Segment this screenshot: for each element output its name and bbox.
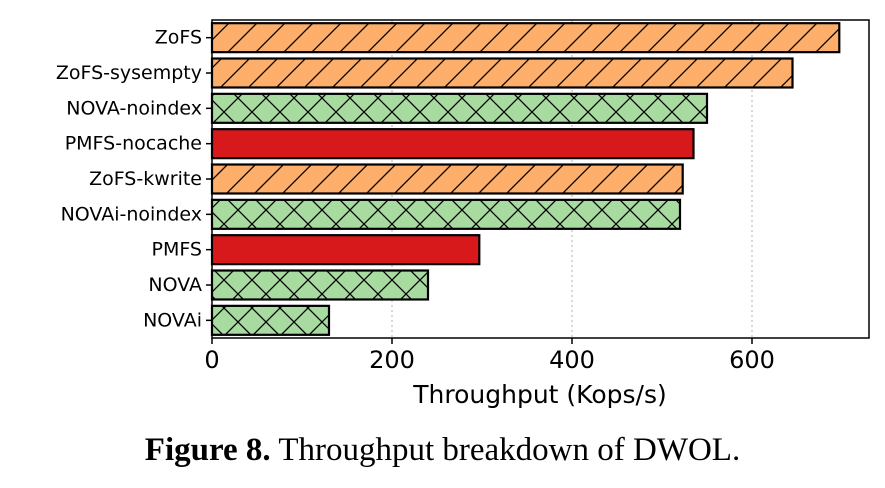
x-tick-label: 400 xyxy=(549,346,595,374)
bar-novai-noindex xyxy=(210,198,682,230)
y-tick-label: NOVAi-noindex xyxy=(61,203,202,225)
y-tick-label: ZoFS-sysempty xyxy=(56,62,202,84)
y-axis: ZoFS ZoFS-sysempty NOVA-noindex PMFS-nocach… xyxy=(56,27,212,331)
bar-pmfs-nocache xyxy=(210,128,695,160)
bar-pmfs xyxy=(210,234,481,266)
bar-zofs-sysempty xyxy=(210,57,794,89)
y-tick-label: PMFS-nocache xyxy=(65,133,202,155)
x-axis: 0 200 400 600 xyxy=(204,338,775,374)
bars xyxy=(210,22,841,336)
y-tick-label: PMFS xyxy=(151,239,202,261)
caption-text: Throughput breakdown of DWOL. xyxy=(270,432,741,468)
figure-caption: Figure 8. Throughput breakdown of DWOL. xyxy=(0,432,885,469)
x-tick-label: 600 xyxy=(729,346,775,374)
bar-zofs-kwrite xyxy=(210,163,684,195)
y-tick-label: ZoFS xyxy=(155,27,202,49)
y-tick-label: NOVA-noindex xyxy=(66,97,202,119)
caption-label: Figure 8. xyxy=(144,432,271,468)
x-axis-label: Throughput (Kops/s) xyxy=(412,380,666,409)
bar-zofs xyxy=(210,22,841,54)
y-tick-label: NOVAi xyxy=(143,309,202,331)
bar-chart: ZoFS ZoFS-sysempty NOVA-noindex PMFS-nocach… xyxy=(56,19,870,409)
y-tick-label: ZoFS-kwrite xyxy=(89,168,202,190)
bar-nova-noindex xyxy=(210,92,709,124)
x-tick-label: 0 xyxy=(204,346,219,374)
x-tick-label: 200 xyxy=(369,346,415,374)
bar-novai xyxy=(210,304,331,336)
bar-nova xyxy=(210,269,430,301)
y-tick-label: NOVA xyxy=(148,274,202,296)
